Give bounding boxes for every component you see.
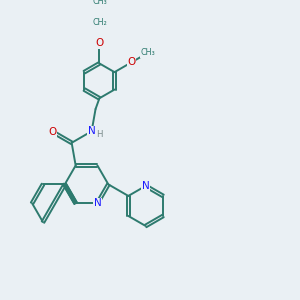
Text: N: N: [142, 181, 150, 191]
Text: O: O: [128, 57, 136, 67]
Text: CH₂: CH₂: [92, 18, 107, 27]
Text: N: N: [88, 126, 95, 136]
Text: O: O: [49, 127, 57, 137]
Text: CH₃: CH₃: [140, 48, 155, 57]
Text: CH₃: CH₃: [92, 0, 107, 6]
Text: H: H: [97, 130, 103, 139]
Text: N: N: [94, 198, 101, 208]
Text: O: O: [95, 38, 104, 48]
